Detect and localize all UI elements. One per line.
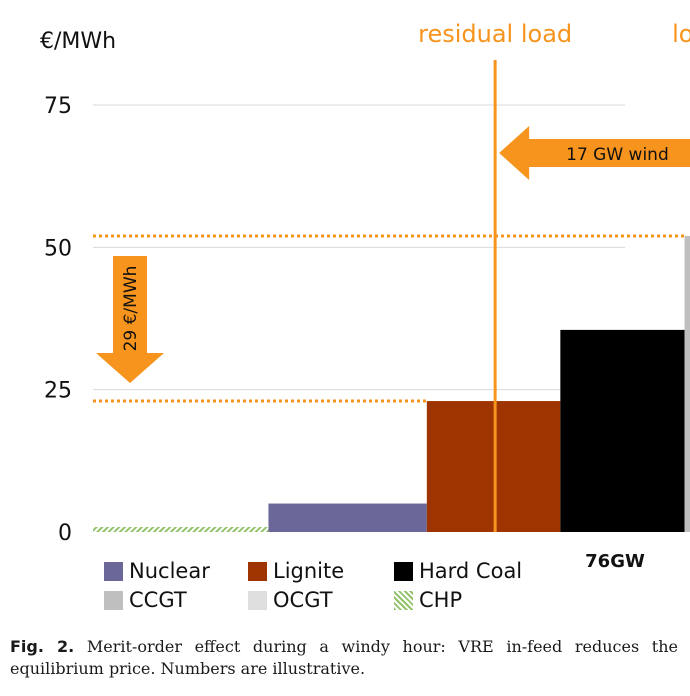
- price-drop-arrow: [96, 255, 164, 384]
- legend-item-lignite: Lignite: [248, 558, 344, 584]
- bar-ccgt: [684, 235, 690, 533]
- bar-nuclear: [268, 503, 427, 532]
- legend: Nuclear Lignite Hard Coal CCGT OCGT CHP: [104, 558, 584, 614]
- legend-item-hard-coal: Hard Coal: [394, 558, 522, 584]
- y-tick-label-25: 25: [44, 379, 72, 404]
- legend-item-chp: CHP: [394, 587, 462, 613]
- y-tick-label-50: 50: [44, 236, 72, 261]
- legend-swatch-lignite: [248, 561, 267, 581]
- legend-label-ccgt: CCGT: [129, 588, 187, 612]
- legend-swatch-chp: [394, 590, 413, 610]
- bar-chp: [93, 527, 269, 532]
- caption-text: Merit-order effect during a windy hour: …: [10, 637, 678, 678]
- y-axis-label: €/MWh: [40, 29, 116, 54]
- legend-swatch-hard-coal: [394, 561, 413, 581]
- load-label: load: [672, 20, 690, 48]
- annotations: residual load load 17 GW wind 29 €/MWh: [93, 20, 690, 532]
- legend-item-nuclear: Nuclear: [104, 558, 210, 584]
- caption-label: Fig. 2.: [10, 637, 75, 656]
- wind-arrow-label: 17 GW wind: [566, 145, 669, 165]
- legend-item-ccgt: CCGT: [104, 587, 187, 613]
- bar-hard-coal: [560, 329, 685, 532]
- bar-lignite: [426, 401, 561, 532]
- bars: [93, 235, 690, 533]
- legend-label-lignite: Lignite: [273, 559, 345, 583]
- legend-label-nuclear: Nuclear: [129, 559, 210, 583]
- gridlines: [93, 104, 625, 391]
- legend-label-hard-coal: Hard Coal: [419, 559, 523, 583]
- price-drop-label: 29 €/MWh: [121, 266, 141, 352]
- legend-swatch-ocgt: [248, 590, 267, 610]
- residual-load-label: residual load: [418, 20, 572, 48]
- legend-label-chp: CHP: [419, 588, 463, 612]
- wind-arrow: [499, 126, 690, 180]
- merit-order-chart: €/MWh 0 25 50 75 residual load load 17 GW win…: [40, 20, 690, 572]
- figure-caption: Fig. 2. Merit-order effect during a wind…: [10, 636, 678, 680]
- y-tick-label-75: 75: [44, 94, 72, 119]
- y-tick-label-0: 0: [58, 521, 72, 546]
- legend-item-ocgt: OCGT: [248, 587, 333, 613]
- legend-label-ocgt: OCGT: [273, 588, 333, 612]
- legend-swatch-nuclear: [104, 561, 123, 581]
- y-tick-labels: 0 25 50 75: [44, 94, 72, 546]
- x-end-label: 76GW: [585, 551, 645, 572]
- legend-swatch-ccgt: [104, 590, 123, 610]
